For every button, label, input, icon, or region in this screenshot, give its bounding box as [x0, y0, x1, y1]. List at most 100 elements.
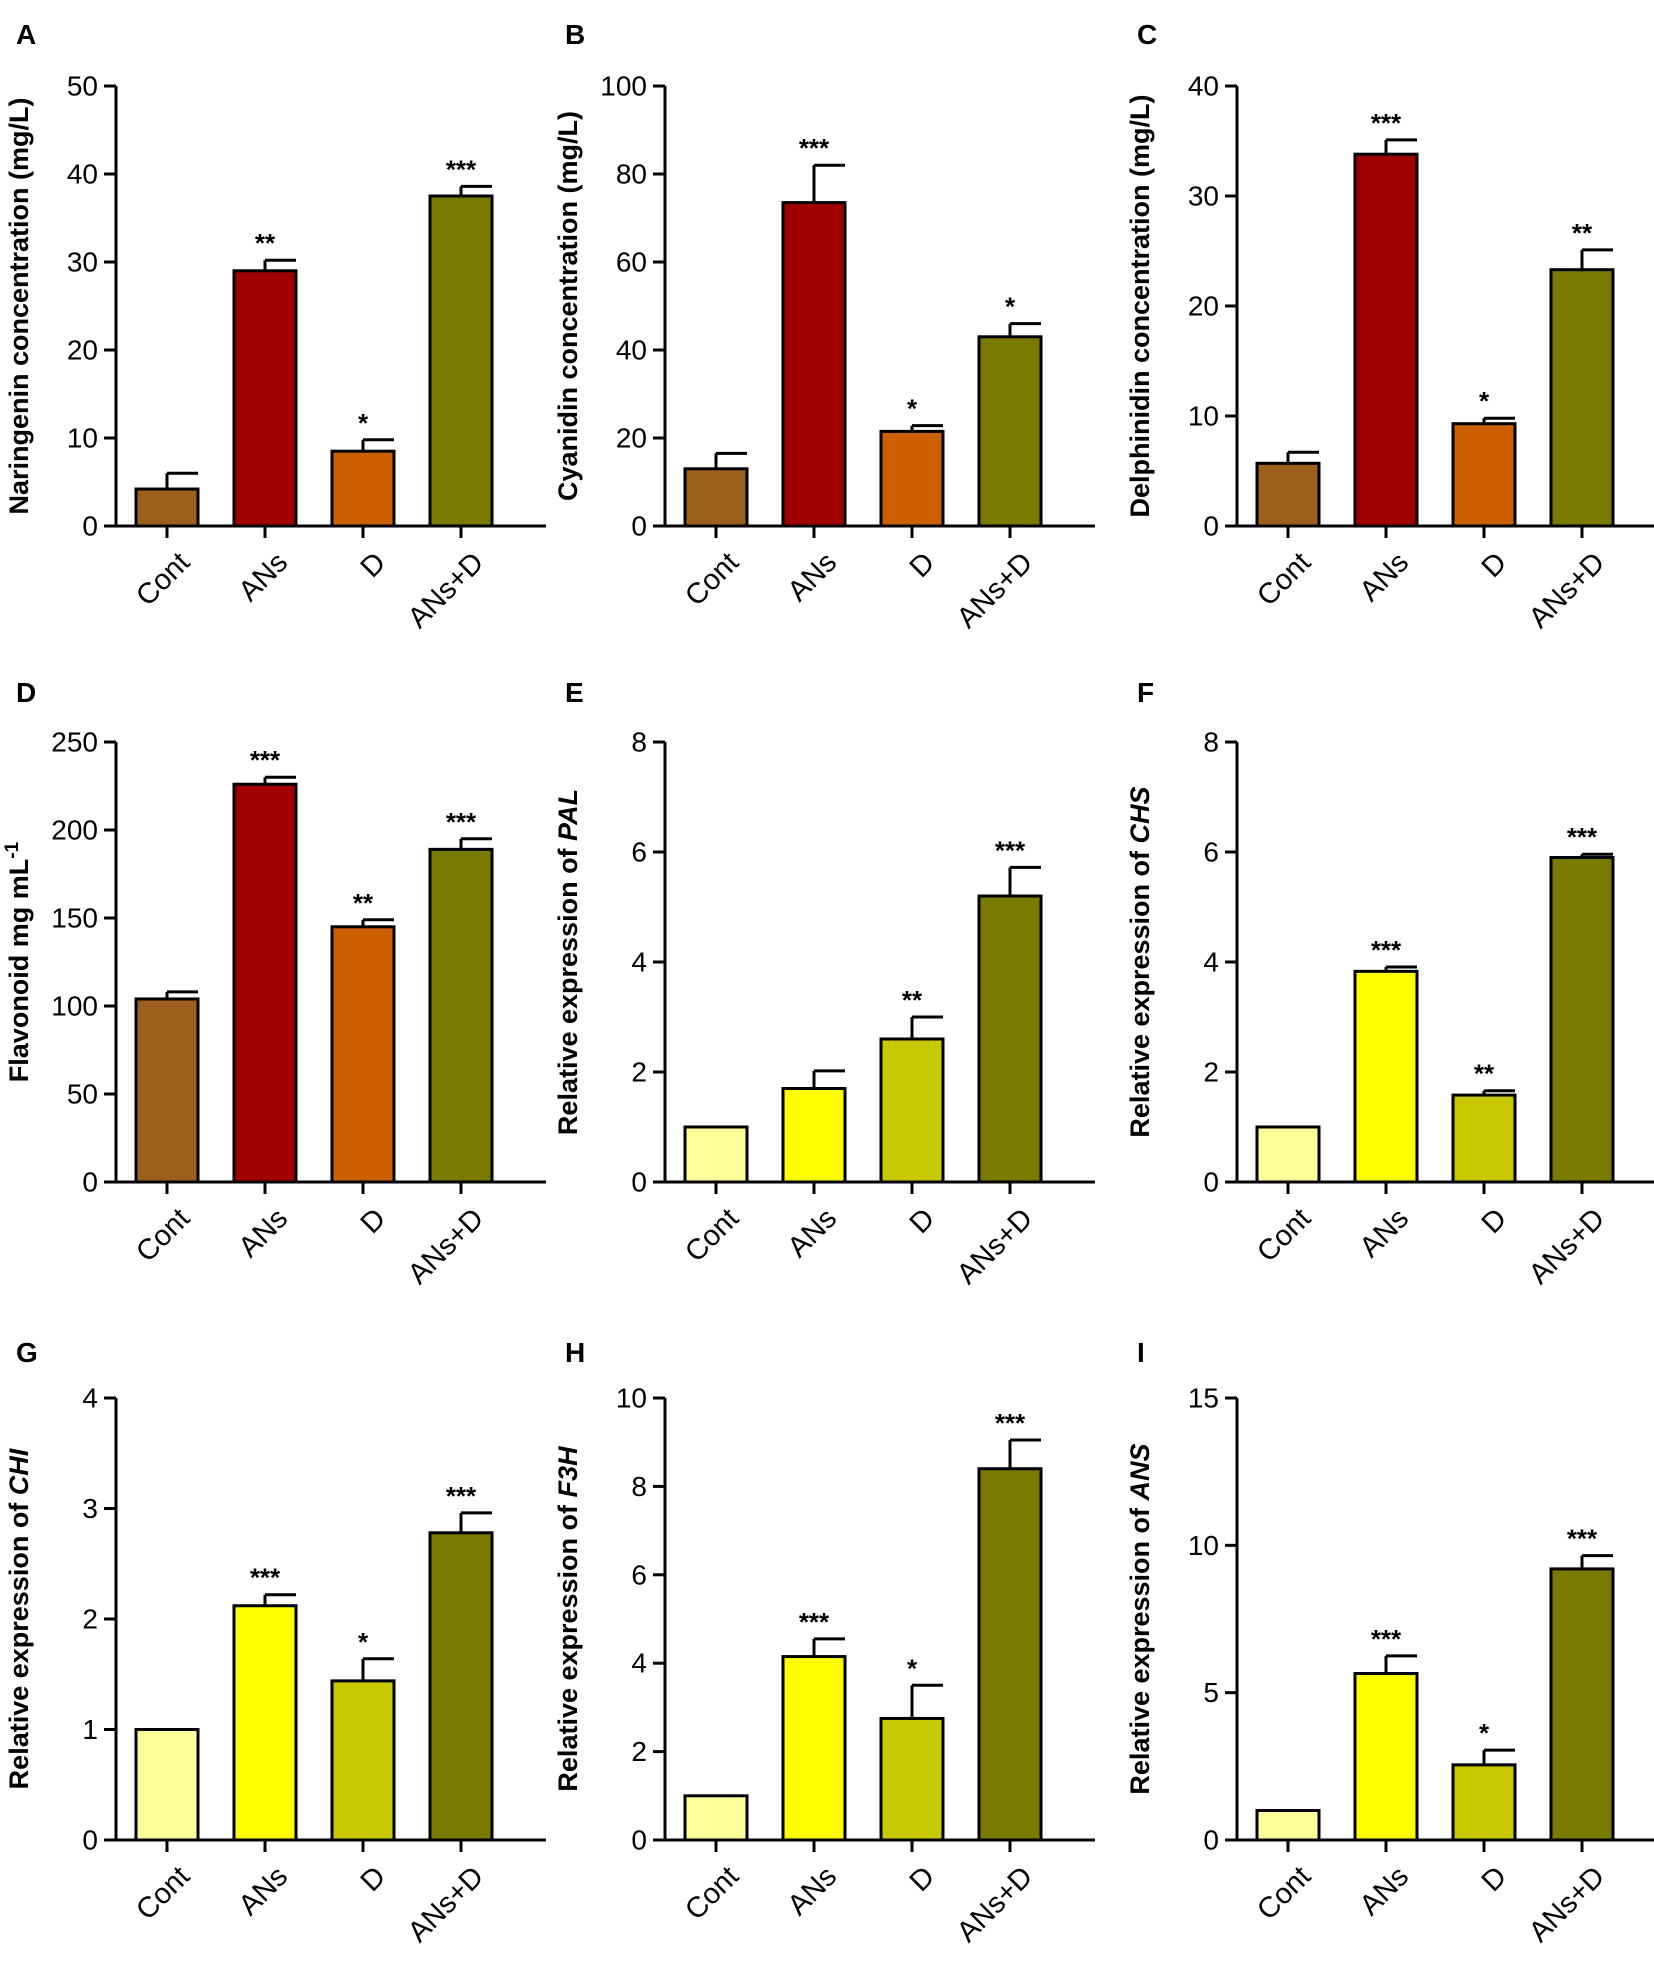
- significance-label: ***: [446, 807, 477, 837]
- y-tick-label: 10: [616, 1383, 647, 1414]
- significance-label: ***: [799, 133, 830, 163]
- y-tick-label: 2: [1203, 1057, 1219, 1088]
- y-tick-label: 8: [631, 1471, 647, 1502]
- y-axis-label-gene: F3H: [553, 1446, 583, 1498]
- panel-e: E 0 2 4 6 8 Relative expression of PAL Cont ANs *…: [553, 677, 1095, 1291]
- significance-label: ***: [1371, 108, 1402, 138]
- panel-letter: F: [1137, 677, 1154, 708]
- bar-ans-plus-d: [428, 194, 494, 528]
- significance-label: *: [1479, 1718, 1490, 1748]
- y-tick-label: 30: [1188, 181, 1219, 212]
- x-category-label: ANs: [782, 1202, 843, 1263]
- bar-d: [330, 925, 396, 1184]
- significance-label: **: [902, 985, 923, 1015]
- panel-letter: C: [1137, 19, 1157, 50]
- panel-letter: D: [16, 677, 36, 708]
- y-tick-label: 0: [82, 1167, 98, 1198]
- bar-ans: [781, 1087, 847, 1184]
- y-tick-label: 0: [631, 1167, 647, 1198]
- bar-cont: [134, 997, 200, 1184]
- x-category-label: ANs+D: [1523, 1860, 1611, 1948]
- y-axis-label-text: Delphinidin concentration (mg/L): [1125, 95, 1155, 518]
- x-category-label: Cont: [679, 1860, 745, 1926]
- x-category-label: D: [355, 1202, 392, 1239]
- significance-label: ***: [995, 1408, 1026, 1438]
- significance-label: ***: [1567, 1524, 1598, 1554]
- significance-label: *: [1005, 292, 1016, 322]
- x-category-label: ANs: [1354, 1202, 1415, 1263]
- y-tick-label: 0: [82, 511, 98, 542]
- panel-letter: E: [565, 677, 584, 708]
- y-tick-label: 8: [1203, 727, 1219, 758]
- bar-cont: [134, 1728, 200, 1842]
- x-category-label: D: [1476, 1202, 1513, 1239]
- x-category-label: D: [1476, 1860, 1513, 1897]
- bar-cont: [1255, 1125, 1321, 1184]
- significance-label: *: [907, 1653, 918, 1683]
- y-tick-label: 8: [631, 727, 647, 758]
- y-tick-label: 0: [1203, 511, 1219, 542]
- significance-label: *: [358, 408, 369, 438]
- bar-cont: [134, 487, 200, 528]
- bar-ans-plus-d: [977, 335, 1043, 528]
- significance-label: ***: [1567, 822, 1598, 852]
- x-category-label: ANs: [233, 1860, 294, 1921]
- x-category-label: ANs+D: [1523, 1202, 1611, 1290]
- significance-label: *: [358, 1627, 369, 1657]
- y-tick-label: 15: [1188, 1383, 1219, 1414]
- bar-ans-plus-d: [1549, 1567, 1615, 1842]
- y-tick-label: 6: [631, 1559, 647, 1590]
- bar-cont: [1255, 1809, 1321, 1842]
- y-tick-label: 4: [631, 947, 647, 978]
- y-tick-label: 150: [51, 903, 98, 934]
- significance-label: **: [353, 888, 374, 918]
- bar-ans: [1353, 1672, 1419, 1842]
- y-tick-label: 50: [67, 1079, 98, 1110]
- y-tick-label: 2: [82, 1604, 98, 1635]
- y-tick-label: 0: [82, 1825, 98, 1856]
- x-category-label: Cont: [130, 1860, 196, 1926]
- y-tick-label: 4: [82, 1383, 98, 1414]
- y-axis-label-gene: CHS: [1125, 786, 1155, 843]
- y-tick-label: 200: [51, 815, 98, 846]
- significance-label: ***: [1371, 1624, 1402, 1654]
- y-axis-label-text: Relative expression of: [1125, 843, 1155, 1137]
- significance-label: **: [255, 228, 276, 258]
- x-category-label: ANs: [233, 1202, 294, 1263]
- significance-label: ***: [1371, 935, 1402, 965]
- significance-label: *: [1479, 386, 1490, 416]
- y-axis-label-superscript: -1: [2, 841, 23, 858]
- x-category-label: Cont: [130, 1202, 196, 1268]
- y-axis-label-gene: ANS: [1125, 1443, 1155, 1501]
- x-category-label: ANs: [782, 546, 843, 607]
- y-tick-label: 1: [82, 1714, 98, 1745]
- y-axis-label-text: Naringenin concentration (mg/L): [4, 97, 34, 514]
- y-tick-label: 2: [631, 1736, 647, 1767]
- y-tick-label: 6: [1203, 837, 1219, 868]
- bar-d: [330, 1679, 396, 1842]
- y-tick-label: 0: [1203, 1167, 1219, 1198]
- y-tick-label: 40: [67, 159, 98, 190]
- y-axis-label: Flavonoid mg mL-1: [2, 841, 34, 1082]
- y-axis-label: Delphinidin concentration (mg/L): [1125, 95, 1155, 518]
- bar-ans-plus-d: [977, 894, 1043, 1184]
- y-tick-label: 20: [1188, 291, 1219, 322]
- y-axis-label: Relative expression of ANS: [1125, 1443, 1155, 1794]
- bar-ans-plus-d: [428, 847, 494, 1184]
- y-tick-label: 50: [67, 71, 98, 102]
- x-category-label: ANs: [782, 1860, 843, 1921]
- x-category-label: ANs+D: [402, 546, 490, 634]
- x-category-label: D: [904, 1202, 941, 1239]
- x-category-label: D: [904, 1860, 941, 1897]
- x-category-label: ANs: [1354, 546, 1415, 607]
- y-axis-label-text: Relative expression of: [1125, 1500, 1155, 1794]
- x-category-label: ANs+D: [951, 1860, 1039, 1948]
- y-tick-label: 0: [1203, 1825, 1219, 1856]
- y-tick-label: 100: [600, 71, 647, 102]
- significance-label: ***: [250, 745, 281, 775]
- y-tick-label: 2: [631, 1057, 647, 1088]
- x-category-label: ANs: [1354, 1860, 1415, 1921]
- y-tick-label: 40: [1188, 71, 1219, 102]
